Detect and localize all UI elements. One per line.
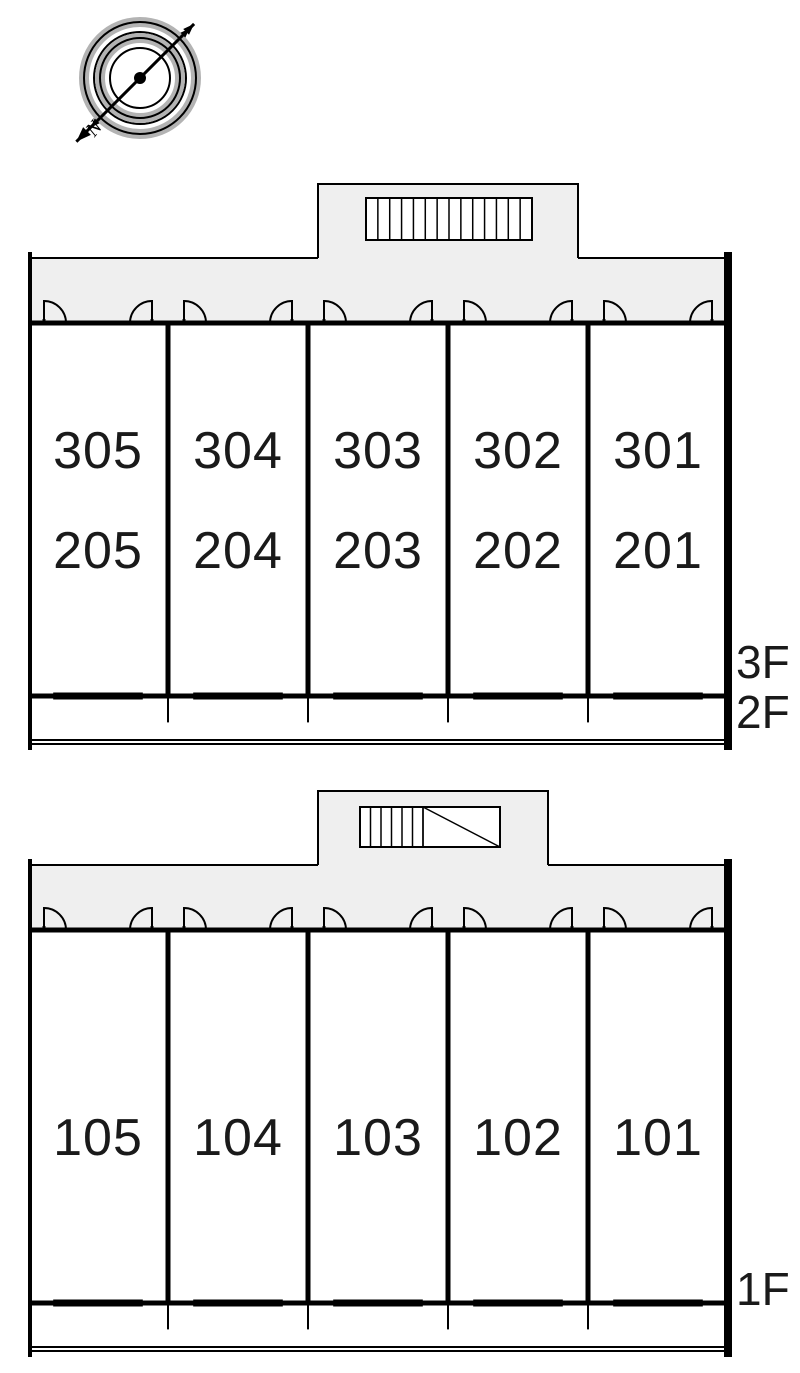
unit-number: 101	[613, 1109, 703, 1167]
unit-number: 102	[473, 1109, 563, 1167]
floor-label: 1F	[736, 1263, 790, 1315]
floor-label: 3F	[736, 636, 790, 688]
unit-number: 304	[193, 422, 283, 480]
unit-number: 103	[333, 1109, 423, 1167]
unit-number: 104	[193, 1109, 283, 1167]
unit-number: 105	[53, 1109, 143, 1167]
unit-number: 201	[613, 522, 703, 580]
floor-plan-upper: 305 205 304 204 303 203 302 202 301 201 3F2F	[28, 168, 800, 759]
unit-number: 204	[193, 522, 283, 580]
floor-label: 2F	[736, 686, 790, 738]
unit-number: 302	[473, 422, 563, 480]
unit-number: 202	[473, 522, 563, 580]
floor-plan-lower: 105 104 103 102 101 1F	[28, 775, 800, 1366]
unit-number: 203	[333, 522, 423, 580]
unit-number: 301	[613, 422, 703, 480]
unit-number: 305	[53, 422, 143, 480]
unit-number: 303	[333, 422, 423, 480]
unit-number: 205	[53, 522, 143, 580]
